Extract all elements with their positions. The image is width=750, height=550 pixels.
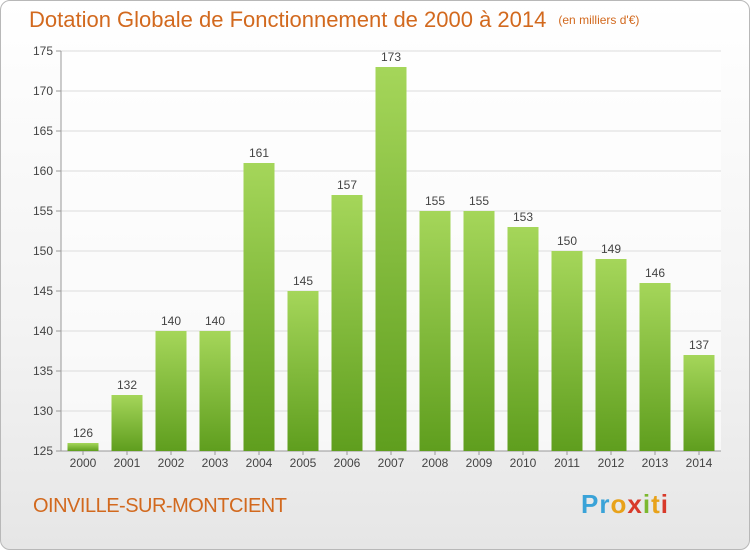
- y-tick-label: 150: [33, 244, 53, 258]
- bar-2000: [67, 443, 99, 451]
- x-tick-label: 2006: [334, 456, 361, 470]
- bar-2011: [551, 251, 583, 451]
- bar-2014: [683, 355, 715, 451]
- y-tick-label: 135: [33, 364, 53, 378]
- bar-2003: [199, 331, 231, 451]
- value-label: 173: [381, 50, 401, 64]
- chart-subtitle: (en milliers d'€): [558, 13, 640, 27]
- bar-2012: [595, 259, 627, 451]
- bar-2004: [243, 163, 275, 451]
- bar-2002: [155, 331, 187, 451]
- value-label: 137: [689, 338, 709, 352]
- x-tick-label: 2011: [554, 456, 580, 470]
- value-label: 157: [337, 178, 357, 192]
- x-tick-label: 2001: [114, 456, 141, 470]
- bar-2010: [507, 227, 539, 451]
- town-name: OINVILLE-SUR-MONTCIENT: [33, 495, 287, 517]
- bar-2007: [375, 67, 407, 451]
- value-label: 146: [645, 266, 665, 280]
- value-label: 132: [117, 378, 137, 392]
- value-label: 145: [293, 274, 313, 288]
- proxiti-logo: Proxiti: [581, 489, 669, 519]
- y-tick-label: 125: [33, 444, 53, 458]
- value-label: 140: [205, 314, 225, 328]
- y-tick-label: 165: [33, 124, 53, 138]
- y-tick-label: 140: [33, 324, 53, 338]
- x-tick-label: 2003: [202, 456, 229, 470]
- x-tick-label: 2014: [686, 456, 713, 470]
- bar-2001: [111, 395, 143, 451]
- y-tick-label: 130: [33, 404, 53, 418]
- x-tick-label: 2007: [378, 456, 405, 470]
- y-tick-label: 145: [33, 284, 53, 298]
- y-tick-label: 155: [33, 204, 53, 218]
- bar-chart: 125 130 135 140 145 150 155 160 165 170 175 126 2000…: [33, 44, 721, 470]
- value-label: 155: [469, 194, 489, 208]
- chart-title-text: Dotation Globale de Fonctionnement de 20…: [29, 7, 547, 32]
- value-label: 153: [513, 210, 533, 224]
- bar-2006: [331, 195, 363, 451]
- x-tick-label: 2008: [422, 456, 449, 470]
- value-label: 149: [601, 242, 621, 256]
- y-tick-label: 170: [33, 84, 53, 98]
- y-tick-label: 160: [33, 164, 53, 178]
- x-tick-label: 2010: [510, 456, 537, 470]
- bar-2008: [419, 211, 451, 451]
- value-label: 155: [425, 194, 445, 208]
- bar-2009: [463, 211, 495, 451]
- value-label: 161: [249, 146, 269, 160]
- x-tick-label: 2002: [158, 456, 185, 470]
- x-tick-label: 2005: [290, 456, 317, 470]
- x-tick-label: 2012: [598, 456, 625, 470]
- x-tick-label: 2000: [70, 456, 97, 470]
- value-label: 140: [161, 314, 181, 328]
- x-tick-label: 2013: [642, 456, 669, 470]
- y-tick-label: 175: [33, 44, 53, 58]
- chart-title: Dotation Globale de Fonctionnement de 20…: [29, 7, 639, 33]
- bar-2013: [639, 283, 671, 451]
- value-label: 126: [73, 426, 93, 440]
- value-label: 150: [557, 234, 577, 248]
- bar-2005: [287, 291, 319, 451]
- x-tick-label: 2004: [246, 456, 273, 470]
- x-tick-label: 2009: [466, 456, 493, 470]
